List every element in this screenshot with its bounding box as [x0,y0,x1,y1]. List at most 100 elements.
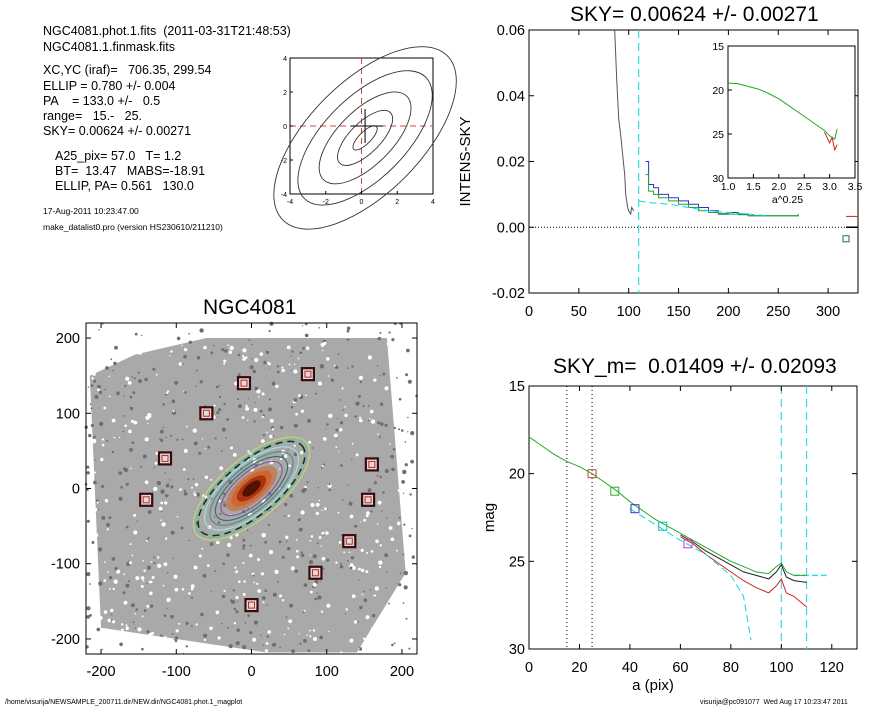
noise-speck [119,642,123,647]
noise-speck [379,544,382,547]
noise-speck [123,395,125,397]
noise-speck [287,546,291,551]
noise-speck [290,369,292,371]
noise-speck [128,561,132,565]
noise-speck [181,438,184,441]
noise-speck [199,380,203,384]
noise-speck [302,346,305,350]
noise-speck [131,441,135,445]
noise-speck [183,354,187,359]
galaxy-isophote-0 [192,436,311,541]
noise-speck [409,639,414,644]
noise-speck [191,486,193,489]
header-line-range: range= 15.- 25. [43,109,143,123]
noise-speck [252,574,255,577]
star-mask-inner-7 [345,537,353,545]
noise-speck [122,591,126,595]
noise-speck [127,580,130,583]
galaxy-isophote-9 [242,480,261,497]
noise-speck [351,565,356,570]
noise-speck [243,580,246,583]
noise-speck [99,421,104,426]
noise-speck [358,375,363,380]
noise-speck [103,579,107,582]
noise-speck [169,434,173,437]
noise-speck [193,565,198,570]
noise-speck [144,437,149,442]
header-line-pa: PA = 133.0 +/- 0.5 [43,94,161,108]
noise-speck [346,338,349,341]
noise-speck [241,416,245,419]
noise-speck [367,488,372,493]
noise-speck [233,607,237,611]
noise-speck [183,390,185,392]
noise-speck [299,351,303,355]
noise-speck [354,524,358,528]
noise-speck [153,486,158,492]
noise-speck [195,492,200,497]
mag-marker-0 [587,469,597,479]
noise-speck [326,603,331,608]
noise-speck [90,384,94,387]
noise-speck [238,580,241,583]
noise-speck [410,537,414,541]
noise-speck [281,555,285,559]
noise-speck [195,369,198,372]
noise-speck [86,488,89,491]
noise-speck [262,644,265,646]
image-chart-title: NGC4081 [203,296,297,319]
noise-speck [296,555,300,559]
noise-speck [147,510,152,514]
noise-speck [403,523,406,526]
noise-speck [377,421,381,425]
noise-speck [297,394,301,398]
noise-speck [151,576,155,579]
noise-speck [235,595,239,600]
noise-speck [235,570,239,574]
noise-speck [142,579,145,582]
noise-speck [86,615,90,619]
noise-speck [391,606,395,610]
noise-speck [410,475,412,477]
noise-speck [164,501,168,505]
star-mask-6 [361,492,376,507]
noise-speck [147,536,150,539]
noise-speck [288,464,291,468]
mag-ytick-label: 20 [509,467,525,483]
noise-speck [360,568,365,572]
noise-speck [96,565,98,568]
noise-speck [242,357,246,361]
noise-speck [106,528,109,531]
noise-speck [108,588,111,590]
noise-speck [287,627,290,630]
noise-speck [248,339,251,342]
noise-speck [129,543,132,546]
noise-speck [174,380,179,385]
noise-speck [200,612,204,617]
mag-marker-2 [630,504,640,514]
noise-speck [124,424,127,428]
noise-speck [196,356,201,360]
noise-speck [268,407,272,412]
noise-speck [259,352,264,356]
image-ytick-label: -200 [51,632,80,648]
noise-speck [355,401,360,406]
noise-speck [232,589,235,592]
star-mask-2 [199,406,214,421]
noise-speck [403,585,408,590]
noise-speck [252,369,256,374]
noise-speck [271,381,276,386]
noise-speck [148,414,152,418]
noise-speck [388,602,390,605]
mag-xtick-label: 60 [672,660,688,676]
noise-speck [260,461,262,464]
noise-speck [405,425,408,427]
noise-speck [382,491,385,494]
noise-speck [297,357,300,360]
noise-speck [346,367,349,370]
noise-speck [351,365,354,368]
noise-speck [137,350,143,355]
noise-speck [86,606,91,611]
noise-speck [370,419,376,424]
noise-speck [349,566,353,570]
